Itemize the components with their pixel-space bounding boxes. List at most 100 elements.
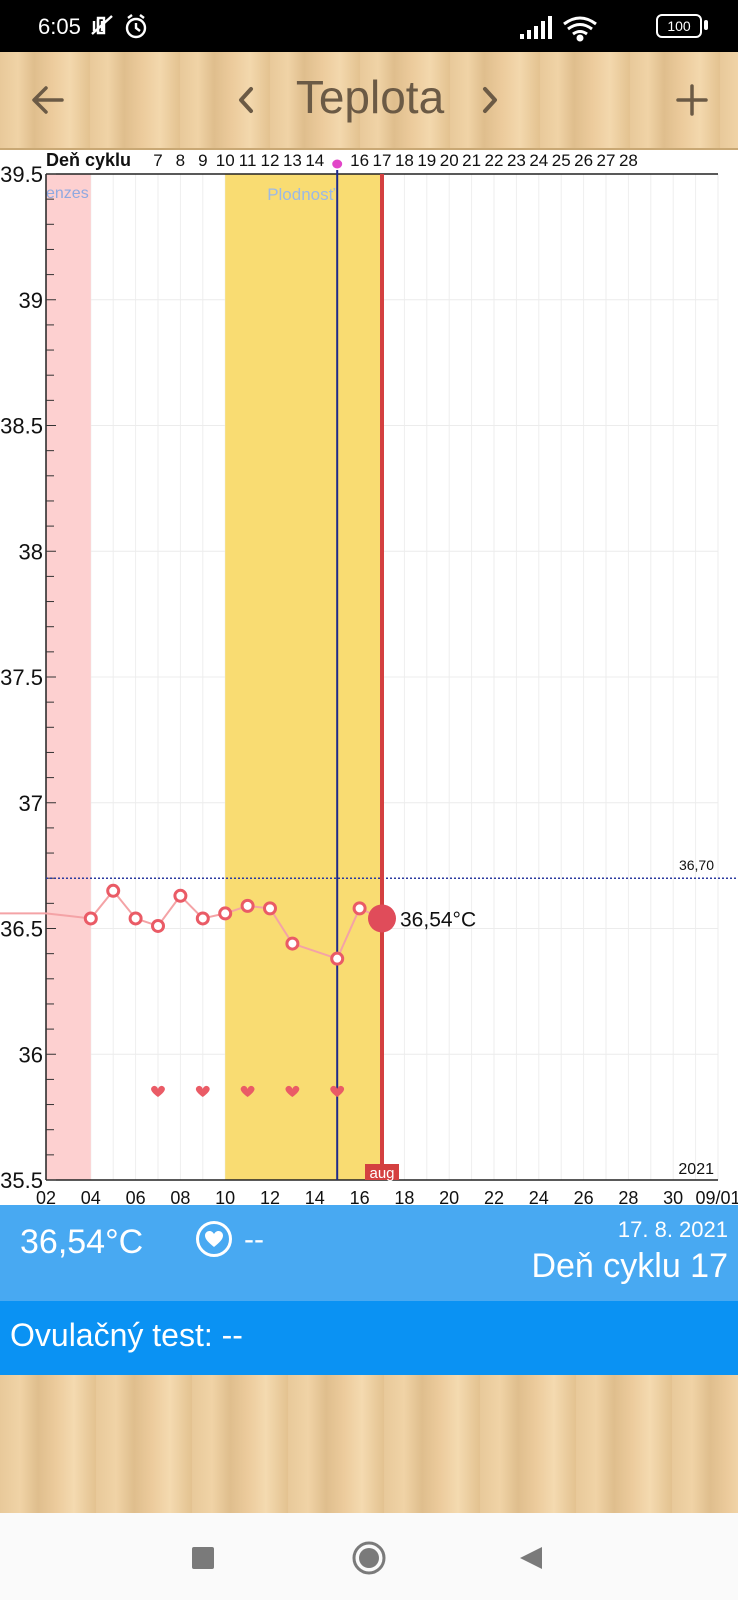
temperature-point: [240, 898, 255, 913]
temperature-point: [151, 918, 165, 933]
y-tick-label: 36.5: [0, 917, 43, 942]
cycle-day-number: 22: [485, 151, 504, 170]
y-tick-label: 39: [19, 288, 43, 313]
x-tick-label: 06: [126, 1188, 146, 1205]
cycle-day-header-label: Deň cyklu: [46, 150, 131, 170]
y-tick-label: 38.5: [0, 414, 43, 439]
y-tick-label: 37: [19, 791, 43, 816]
x-tick-label: 28: [618, 1188, 638, 1205]
battery-cap: [704, 20, 708, 30]
cycle-day-number: 7: [153, 151, 162, 170]
chevron-right-icon: [483, 87, 497, 113]
month-label-bg: [365, 1164, 399, 1180]
current-temperature-point: [368, 904, 396, 933]
heart-icon: [195, 1085, 210, 1097]
alarm-icon: [125, 14, 147, 39]
heart-icon[interactable]: [196, 1221, 232, 1257]
ovulation-dot-marker: [332, 159, 343, 169]
heart-icon: [240, 1085, 255, 1097]
heart-icon: [285, 1085, 300, 1097]
temperature-point: [330, 951, 345, 966]
back-arrow-icon: [32, 86, 64, 114]
x-tick-label: 22: [484, 1188, 504, 1205]
cycle-day-number: 23: [507, 151, 526, 170]
cycle-day-number: 19: [417, 151, 436, 170]
cycle-day-number: 12: [261, 151, 280, 170]
x-tick-label: 04: [81, 1188, 101, 1205]
threshold-label: 36,70: [679, 857, 714, 873]
x-tick-label: 24: [529, 1188, 549, 1205]
current-temperature: 36,54°C: [20, 1223, 144, 1261]
temperature-point: [173, 888, 188, 903]
month-label: aug: [369, 1165, 394, 1182]
page-title: Teplota: [295, 71, 445, 123]
y-tick-label: 37.5: [0, 665, 43, 690]
cycle-day-number: 27: [597, 151, 616, 170]
temperature-chart[interactable]: enzes Plodnosť 39.5 39 38.5 38 37.5 37 36.5 36 35.…: [0, 150, 738, 1205]
previous-button[interactable]: [226, 52, 266, 148]
menses-label: enzes: [46, 185, 89, 202]
heart-value: --: [244, 1223, 264, 1256]
cycle-day-number: 9: [198, 151, 207, 170]
y-tick-label: 35.5: [0, 1168, 43, 1193]
x-tick-label: 18: [394, 1188, 414, 1205]
cycle-day-number: 26: [574, 151, 593, 170]
x-tick-label: 20: [439, 1188, 459, 1205]
temperature-point: [128, 911, 143, 926]
status-icons-left: [88, 12, 148, 46]
temperature-line: [0, 889, 383, 960]
current-date: 17. 8. 2021: [617, 1217, 728, 1242]
x-tick-label: 08: [170, 1188, 190, 1205]
cycle-day-number: 16: [350, 151, 369, 170]
cycle-day-number: 10: [216, 151, 235, 170]
cycle-day-number: 28: [619, 151, 638, 170]
circle-icon: [352, 1541, 386, 1575]
home-button[interactable]: [344, 1533, 394, 1583]
fertile-label: Plodnosť: [267, 185, 335, 204]
heart-icon: [151, 1085, 165, 1097]
system-back-button[interactable]: [506, 1533, 556, 1583]
battery-level: 100: [667, 18, 691, 34]
cycle-day-number: 18: [395, 151, 414, 170]
temperature-point: [106, 883, 121, 898]
back-button[interactable]: [20, 52, 76, 148]
x-tick-label: 09/01: [695, 1188, 738, 1205]
temperature-point: [285, 936, 300, 951]
info-panel: 36,54°C -- 17. 8. 2021 Deň cyklu 17: [0, 1205, 738, 1301]
cycle-day: Deň cyklu 17: [531, 1247, 728, 1285]
temperature-point: [83, 911, 98, 926]
wifi-icon: [563, 16, 597, 42]
cycle-day-number: 25: [552, 151, 571, 170]
temperature-point: [352, 901, 367, 916]
next-button[interactable]: [470, 52, 510, 148]
y-tick-label: 39.5: [0, 162, 43, 187]
x-tick-label: 12: [260, 1188, 280, 1205]
wood-background: [0, 1375, 738, 1513]
x-tick-label: 02: [36, 1188, 56, 1205]
add-button[interactable]: [664, 52, 720, 148]
navigation-bar: [0, 1513, 738, 1600]
temperature-point: [195, 911, 210, 926]
current-temperature-label: 36,54°C: [400, 908, 476, 931]
fertile-band: [225, 174, 382, 1180]
battery-icon: 100: [656, 14, 702, 38]
cycle-day-number: 13: [283, 151, 302, 170]
plus-icon: [676, 84, 708, 116]
recent-apps-button[interactable]: [178, 1533, 228, 1583]
cycle-day-number: 8: [176, 151, 185, 170]
ovulation-test-label: Ovulačný test: --: [10, 1317, 243, 1353]
temperature-point: [218, 906, 233, 921]
temperature-chart-svg: enzes Plodnosť 39.5 39 38.5 38 37.5 37 36.5 36 35.…: [0, 150, 738, 1205]
status-bar: 6:05: [0, 0, 738, 52]
triangle-back-icon: [520, 1547, 542, 1569]
signal-icon: [520, 16, 552, 39]
ovulation-test-panel[interactable]: Ovulačný test: --: [0, 1301, 738, 1375]
cycle-day-number: 17: [373, 151, 392, 170]
square-icon: [192, 1547, 214, 1569]
cycle-day-number: 11: [239, 151, 257, 170]
chevron-left-icon: [239, 87, 253, 113]
mute-vibrate-icon: [91, 15, 113, 35]
temperature-point: [263, 901, 277, 916]
cycle-day-number: 21: [462, 151, 481, 170]
x-tick-label: 26: [574, 1188, 594, 1205]
